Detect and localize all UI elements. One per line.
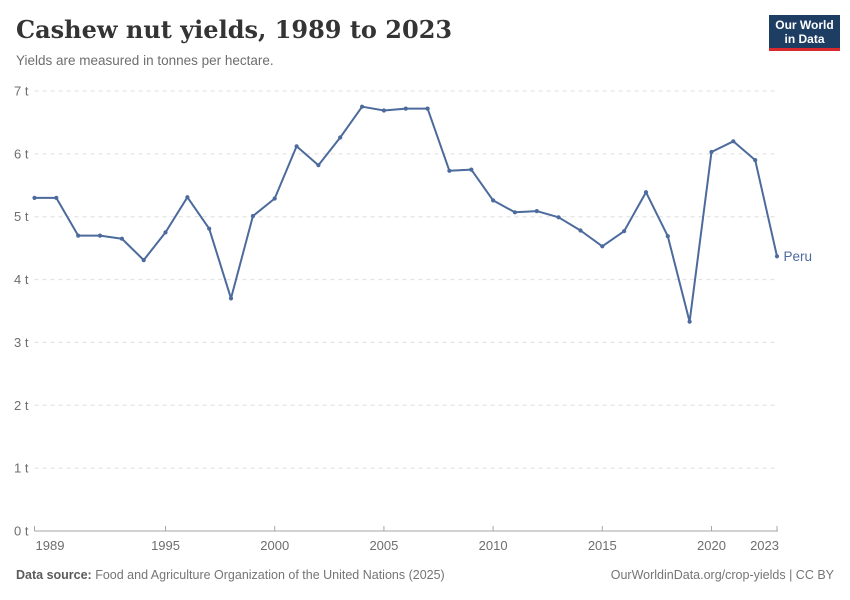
- data-line[interactable]: [33, 105, 778, 323]
- y-tick-label: 2 t: [14, 398, 29, 413]
- data-point[interactable]: [600, 244, 605, 249]
- data-point[interactable]: [622, 229, 627, 234]
- data-point[interactable]: [381, 108, 386, 113]
- y-tick-label: 5 t: [14, 209, 29, 224]
- data-point[interactable]: [228, 296, 234, 301]
- series-label[interactable]: Peru: [784, 249, 813, 264]
- data-point[interactable]: [97, 233, 103, 238]
- data-point[interactable]: [512, 210, 518, 215]
- x-tick-label: 2010: [479, 538, 508, 553]
- data-point[interactable]: [119, 236, 124, 241]
- owid-logo-line2: in Data: [784, 32, 825, 46]
- data-point[interactable]: [687, 319, 692, 324]
- page-title: Cashew nut yields, 1989 to 2023: [16, 15, 453, 44]
- data-point[interactable]: [643, 190, 649, 195]
- footer-separator: |: [785, 568, 796, 582]
- data-point[interactable]: [54, 195, 59, 200]
- x-tick-label: 1989: [36, 538, 65, 553]
- data-point[interactable]: [403, 106, 408, 111]
- data-point[interactable]: [316, 163, 321, 168]
- data-point[interactable]: [556, 215, 561, 220]
- y-tick-label: 4 t: [14, 272, 29, 287]
- data-source-text: Food and Agriculture Organization of the…: [91, 568, 445, 582]
- x-tick-label: 2000: [260, 538, 289, 553]
- y-tick-label: 0 t: [14, 524, 29, 539]
- data-point[interactable]: [447, 168, 452, 173]
- data-point[interactable]: [753, 158, 758, 163]
- y-tick-label: 3 t: [14, 335, 29, 350]
- data-point[interactable]: [185, 195, 190, 200]
- data-point[interactable]: [294, 144, 299, 149]
- y-tick-label: 6 t: [14, 146, 29, 161]
- data-point[interactable]: [207, 226, 212, 231]
- data-point[interactable]: [665, 234, 670, 239]
- footer-link[interactable]: OurWorldinData.org/crop-yields: [610, 568, 786, 582]
- chart-subtitle: Yields are measured in tonnes per hectar…: [16, 53, 274, 68]
- data-point[interactable]: [731, 139, 736, 144]
- x-tick-label: 2015: [588, 538, 617, 553]
- data-point[interactable]: [425, 106, 430, 111]
- data-point[interactable]: [32, 195, 37, 200]
- data-point[interactable]: [272, 196, 277, 201]
- data-point[interactable]: [491, 198, 496, 203]
- footer-credits: OurWorldinData.org/crop-yields | CC BY: [611, 568, 834, 582]
- owid-logo-accent-bar: [769, 48, 840, 51]
- y-tick-label: 7 t: [14, 84, 29, 99]
- data-point[interactable]: [534, 209, 539, 214]
- data-point[interactable]: [469, 167, 474, 172]
- x-tick-label: 1995: [151, 538, 180, 553]
- data-point[interactable]: [250, 214, 255, 219]
- footer-license: CC BY: [795, 568, 834, 582]
- data-point[interactable]: [578, 228, 583, 233]
- x-tick-label: 2023: [750, 538, 779, 553]
- data-point[interactable]: [141, 258, 146, 263]
- data-source-note: Data source: Food and Agriculture Organi…: [16, 568, 445, 582]
- owid-logo[interactable]: Our World in Data: [769, 15, 840, 51]
- data-source-label: Data source:: [16, 568, 92, 582]
- owid-logo-text: Our World in Data: [769, 15, 840, 48]
- data-point[interactable]: [163, 230, 168, 235]
- x-tick-label: 2005: [369, 538, 398, 553]
- data-point[interactable]: [338, 135, 343, 140]
- owid-logo-line1: Our World: [775, 18, 834, 32]
- data-point[interactable]: [774, 254, 780, 259]
- data-point[interactable]: [709, 149, 714, 155]
- data-point[interactable]: [76, 233, 81, 238]
- x-tick-label: 2020: [697, 538, 726, 553]
- data-point[interactable]: [360, 104, 365, 109]
- y-tick-label: 1 t: [14, 461, 29, 476]
- footer: Data source: Food and Agriculture Organi…: [16, 568, 834, 582]
